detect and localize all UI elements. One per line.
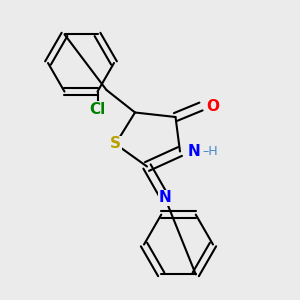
Text: S: S xyxy=(110,136,121,152)
Text: O: O xyxy=(206,99,219,114)
Text: Cl: Cl xyxy=(89,102,106,117)
Text: –H: –H xyxy=(202,145,218,158)
Text: N: N xyxy=(188,144,200,159)
Text: N: N xyxy=(159,190,171,206)
